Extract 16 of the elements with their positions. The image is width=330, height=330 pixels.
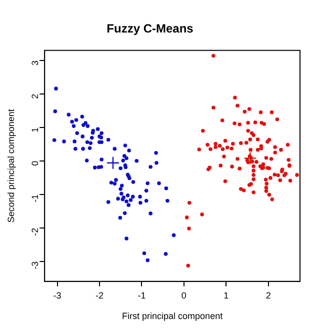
y-tick-label: -2	[30, 228, 40, 236]
y-tick-label: 3	[30, 60, 40, 66]
y-axis-title: Second principal component	[6, 108, 16, 223]
y-tick-label: 2	[30, 94, 40, 99]
x-tick-label: 0	[181, 290, 186, 300]
x-tick-label: -2	[95, 290, 104, 300]
y-tick-label: -3	[30, 261, 40, 270]
x-tick-label: -1	[138, 290, 146, 300]
y-tick-label: 0	[30, 160, 40, 166]
x-tick-label: 1	[224, 290, 229, 300]
x-tick-label: -3	[53, 290, 62, 300]
chart-title: Fuzzy C-Means	[106, 22, 194, 36]
x-tick-label: 2	[266, 290, 271, 300]
y-tick-label: -1	[30, 194, 40, 202]
x-axis-title: First principal component	[122, 311, 224, 322]
y-tick-label: 1	[30, 127, 40, 132]
